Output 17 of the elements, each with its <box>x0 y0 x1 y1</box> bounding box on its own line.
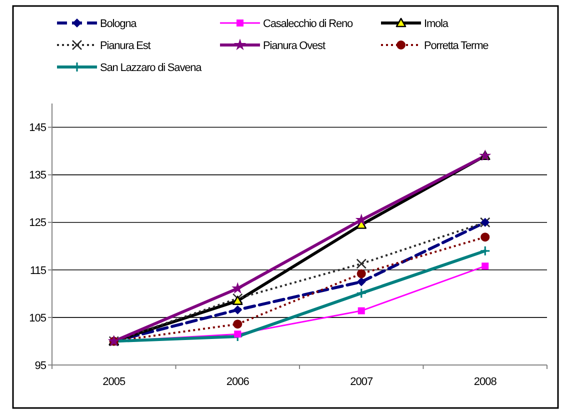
y-tick-label: 125 <box>29 217 46 230</box>
x-tick-label: 2007 <box>350 376 373 388</box>
legend-label: Pianura Est <box>100 40 151 52</box>
legend-label: Imola <box>424 18 450 30</box>
x-tick-label: 2006 <box>226 376 250 388</box>
x-tick-label: 2005 <box>102 376 126 388</box>
y-tick-label: 135 <box>29 170 46 182</box>
legend-label: Pianura Ovest <box>263 40 326 52</box>
legend-label: Porretta Terme <box>424 40 489 52</box>
y-tick-label: 145 <box>29 122 46 134</box>
legend-label: Bologna <box>100 18 138 30</box>
legend-label: San Lazzaro di Savena <box>100 62 203 74</box>
x-tick-label: 2008 <box>474 376 497 388</box>
y-tick-label: 105 <box>29 312 46 324</box>
legend-label: Casalecchio di Reno <box>263 18 353 30</box>
y-tick-label: 115 <box>30 264 46 277</box>
y-tick-label: 95 <box>34 360 46 372</box>
